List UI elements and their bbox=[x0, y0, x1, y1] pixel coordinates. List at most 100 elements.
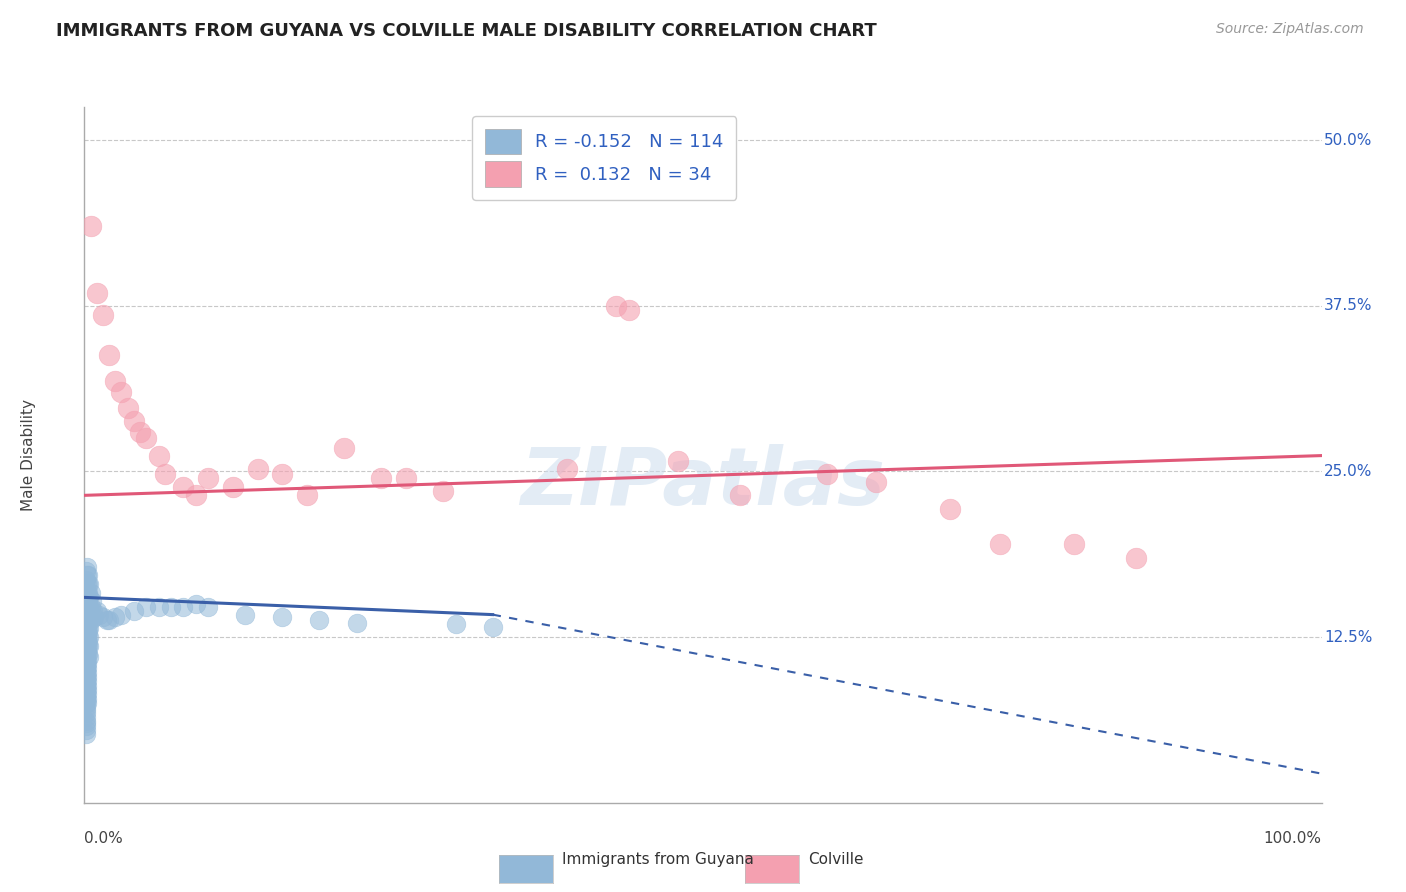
Text: Source: ZipAtlas.com: Source: ZipAtlas.com bbox=[1216, 22, 1364, 37]
Point bbox=[75, 679, 97, 693]
Point bbox=[129, 425, 152, 439]
Point bbox=[444, 616, 467, 631]
Point bbox=[75, 653, 97, 667]
Point bbox=[122, 604, 145, 618]
Point bbox=[75, 690, 97, 704]
Point bbox=[77, 640, 100, 654]
Point bbox=[76, 665, 98, 680]
Point bbox=[271, 467, 294, 482]
Point bbox=[75, 723, 97, 737]
Point bbox=[76, 613, 98, 627]
Point bbox=[76, 594, 98, 608]
Point bbox=[76, 670, 98, 684]
Point bbox=[75, 697, 97, 711]
Point bbox=[110, 384, 132, 399]
Point bbox=[76, 679, 98, 693]
Point bbox=[75, 709, 97, 723]
Point bbox=[75, 670, 97, 684]
Point bbox=[75, 604, 97, 618]
Point bbox=[76, 673, 98, 688]
Point bbox=[75, 706, 97, 720]
Legend: R = -0.152   N = 114, R =  0.132   N = 34: R = -0.152 N = 114, R = 0.132 N = 34 bbox=[472, 116, 737, 200]
Point bbox=[75, 637, 97, 651]
Point bbox=[75, 581, 97, 595]
Point bbox=[75, 650, 97, 665]
Point bbox=[79, 613, 101, 627]
Point bbox=[77, 599, 100, 614]
Point bbox=[333, 441, 356, 455]
Point bbox=[80, 594, 103, 608]
Point bbox=[75, 692, 97, 706]
Point bbox=[172, 599, 194, 614]
Point bbox=[346, 615, 368, 630]
Point bbox=[117, 401, 139, 415]
Point bbox=[89, 607, 111, 622]
Point bbox=[160, 599, 183, 614]
Point bbox=[75, 703, 97, 717]
Point bbox=[91, 610, 114, 624]
Point bbox=[79, 621, 101, 635]
Point bbox=[75, 657, 97, 671]
Point bbox=[295, 488, 318, 502]
Point bbox=[110, 607, 132, 622]
Point bbox=[75, 727, 97, 741]
Text: IMMIGRANTS FROM GUYANA VS COLVILLE MALE DISABILITY CORRELATION CHART: IMMIGRANTS FROM GUYANA VS COLVILLE MALE … bbox=[56, 22, 877, 40]
Point bbox=[77, 577, 100, 591]
Point bbox=[104, 375, 127, 389]
Point bbox=[76, 697, 98, 711]
Point bbox=[76, 586, 98, 600]
Point bbox=[76, 626, 98, 640]
Point bbox=[77, 626, 100, 640]
Point bbox=[75, 591, 97, 605]
Point bbox=[75, 586, 97, 600]
Point bbox=[75, 719, 97, 733]
Point bbox=[184, 597, 207, 611]
Point bbox=[77, 648, 100, 662]
Point bbox=[75, 648, 97, 662]
Point bbox=[75, 716, 97, 731]
Point bbox=[76, 687, 98, 701]
Text: 25.0%: 25.0% bbox=[1324, 464, 1372, 479]
Point bbox=[76, 621, 98, 635]
Point bbox=[79, 586, 101, 600]
Point bbox=[79, 599, 101, 614]
Text: Colville: Colville bbox=[808, 852, 863, 867]
Point bbox=[605, 299, 627, 313]
Point bbox=[76, 607, 98, 622]
Point bbox=[75, 613, 97, 627]
Point bbox=[79, 640, 101, 654]
Point bbox=[75, 597, 97, 611]
Point bbox=[172, 480, 194, 494]
Point bbox=[86, 604, 108, 618]
Point bbox=[77, 586, 100, 600]
Point bbox=[76, 648, 98, 662]
Point bbox=[79, 591, 101, 605]
Point bbox=[76, 657, 98, 671]
Point bbox=[988, 537, 1011, 551]
Point bbox=[75, 621, 97, 635]
Point bbox=[75, 676, 97, 690]
Point bbox=[75, 624, 97, 638]
Point bbox=[75, 663, 97, 677]
Point bbox=[939, 501, 962, 516]
Point bbox=[79, 630, 101, 644]
Point bbox=[75, 607, 97, 622]
Point bbox=[76, 604, 98, 618]
Point bbox=[1125, 550, 1147, 565]
Point bbox=[617, 302, 640, 317]
Text: 100.0%: 100.0% bbox=[1264, 830, 1322, 846]
Point bbox=[370, 471, 392, 485]
Text: 12.5%: 12.5% bbox=[1324, 630, 1372, 645]
Point bbox=[75, 673, 97, 688]
Point bbox=[271, 610, 294, 624]
Point bbox=[76, 634, 98, 648]
Text: Immigrants from Guyana: Immigrants from Guyana bbox=[562, 852, 754, 867]
Point bbox=[77, 607, 100, 622]
Point bbox=[79, 650, 101, 665]
Point bbox=[98, 348, 121, 362]
Text: 0.0%: 0.0% bbox=[84, 830, 124, 846]
Point bbox=[76, 630, 98, 644]
Point bbox=[77, 594, 100, 608]
Point bbox=[865, 475, 887, 489]
Point bbox=[83, 610, 105, 624]
